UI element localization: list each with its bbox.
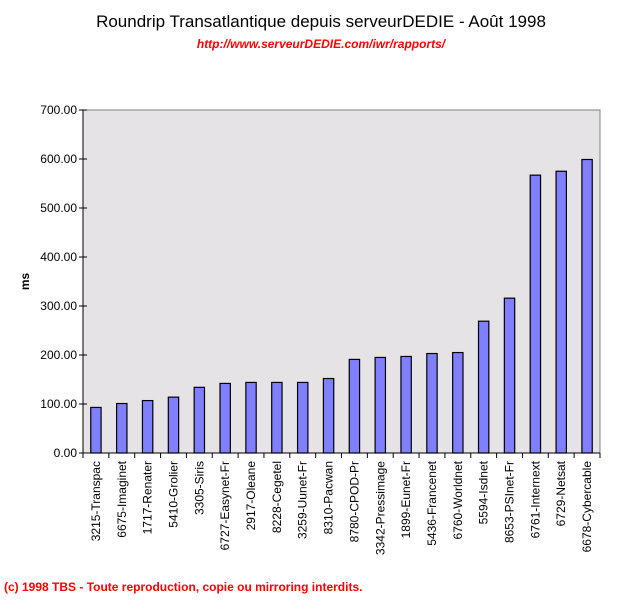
y-axis-label: ms (18, 273, 32, 291)
chart-title: Roundrip Transatlantique depuis serveurD… (96, 12, 546, 31)
bar (374, 356, 387, 454)
x-tick-label: 3305-Siris (192, 461, 206, 515)
x-tick-label: 6727-Easynet-Fr (218, 461, 232, 550)
x-tick-label: 6678-Cybercable (580, 461, 594, 553)
y-tick-label: 700.00 (40, 103, 77, 117)
bar (503, 297, 516, 454)
bar (426, 352, 438, 454)
x-tick-label: 5410-Grolier (166, 461, 180, 528)
y-tick-label: 0.00 (54, 446, 78, 460)
y-tick-label: 300.00 (40, 299, 77, 313)
x-tick-label: 1899-Eunet-Fr (399, 461, 413, 538)
x-tick-label: 6675-Imaginet (115, 460, 129, 537)
x-tick-label: 2917-Oleane (244, 461, 258, 531)
bar (219, 382, 231, 454)
chart-subtitle-url[interactable]: http://www.serveurDEDIE.com/iwr/rapports… (196, 37, 446, 51)
bar (452, 351, 464, 454)
bar (116, 402, 128, 454)
y-tick-label: 500.00 (40, 201, 77, 215)
bar (555, 170, 567, 454)
bar (581, 158, 593, 454)
bar (90, 406, 102, 454)
x-tick-label: 6729-Netsat (554, 460, 568, 526)
bar (348, 358, 361, 454)
y-tick-label: 400.00 (40, 250, 77, 264)
bar (322, 377, 335, 454)
x-tick-label: 5594-Isdnet (477, 460, 491, 524)
y-tick-label: 600.00 (40, 152, 77, 166)
x-tick-label: 8780-CPOD-Pr (347, 461, 361, 542)
x-tick-label: 8310-Pacwan (322, 461, 336, 534)
bar (400, 355, 412, 454)
x-tick-label: 3259-Uunet-Fr (296, 461, 310, 539)
bar (296, 381, 309, 454)
x-tick-label: 6760-Worldnet (451, 460, 465, 539)
x-tick-label: 1717-Renater (141, 461, 155, 534)
x-tick-label: 3342-Pressimage (373, 461, 387, 555)
x-tick-label: 6761-Internext (528, 460, 542, 538)
bar (167, 396, 180, 454)
plot-area (82, 109, 601, 454)
y-tick-label: 200.00 (40, 348, 77, 362)
bar (477, 320, 490, 454)
bar (529, 174, 542, 454)
x-tick-label: 8228-Cegetel (270, 461, 284, 533)
bar (141, 399, 154, 454)
bar (271, 381, 283, 454)
x-tick-label: 3215-Transpac (89, 461, 103, 541)
x-tick-label: 5436-Francenet (425, 460, 439, 545)
copyright-footer: (c) 1998 TBS - Toute reproduction, copie… (4, 580, 363, 594)
x-tick-label: 8653-PSInet-Fr (503, 461, 517, 543)
bar (245, 381, 257, 454)
y-tick-label: 100.00 (40, 397, 77, 411)
bar (193, 386, 206, 454)
